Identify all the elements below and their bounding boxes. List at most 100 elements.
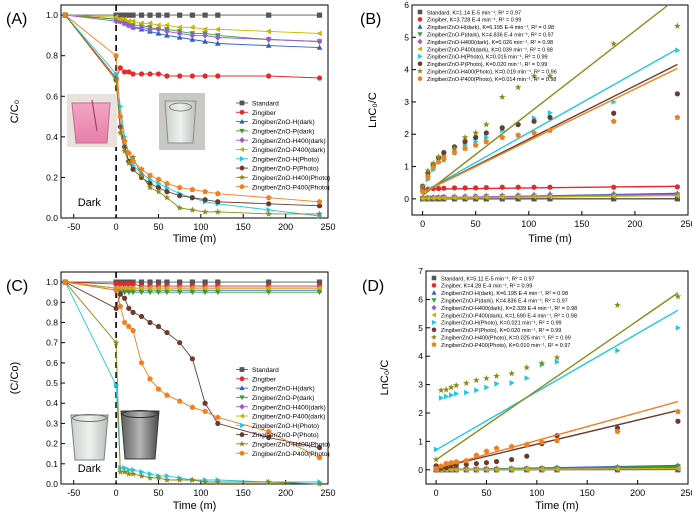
legend-label: Zingiber/ZnO-H400(dark), K=2.339 E-4 min… (441, 306, 577, 312)
data-point (138, 12, 145, 18)
data-point (483, 466, 489, 473)
legend-marker (239, 376, 245, 382)
data-point (139, 469, 145, 475)
data-point (508, 443, 515, 449)
data-point (164, 180, 170, 186)
legend-label: Zingiber/ZnO-P400(dark) (252, 414, 325, 421)
data-point (424, 167, 432, 174)
data-point (316, 38, 323, 45)
pink-beaker (71, 102, 111, 144)
data-point (117, 16, 123, 23)
data-point (483, 448, 490, 454)
data-point (472, 142, 479, 148)
data-point (155, 176, 162, 182)
data-point (177, 279, 183, 285)
data-point (117, 65, 123, 71)
panel-d: 0 50 100 150 200 250 0 1 2 3 4 5 6 7 Time (m) LnC₀/C (D)… (362, 266, 692, 512)
data-point (614, 425, 621, 431)
legend-marker (431, 298, 437, 303)
x-tick-label: 250 (320, 488, 335, 498)
legend-marker (238, 440, 246, 447)
data-point (215, 199, 221, 205)
data-point (499, 134, 506, 140)
data-point (156, 180, 162, 187)
data-point (189, 279, 195, 285)
legend-label: Standard, K=5.11 E-5 min⁻¹, R² = 0.97 (441, 276, 535, 282)
x-tick-label: 200 (278, 488, 293, 498)
data-point (430, 195, 436, 202)
data-point (189, 285, 195, 292)
data-point (155, 474, 162, 481)
data-point (202, 188, 208, 195)
data-point (155, 279, 162, 285)
data-point (215, 420, 221, 427)
data-point (177, 193, 183, 199)
legend-label: Zingiber/ZnO-P400(Photo), K=0.014 min⁻¹,… (427, 77, 556, 83)
data-point (121, 319, 128, 325)
data-point (163, 476, 171, 483)
data-point (117, 113, 124, 119)
legend-label: Zingiber/ZnO-H400(dark) (252, 404, 326, 411)
data-point (483, 194, 489, 201)
legend-label: Zingiber/ZnO-P400(dark), K=0.039 min⁻¹, … (427, 47, 553, 53)
data-point (430, 164, 437, 170)
panel-letter: (C) (6, 278, 28, 295)
data-point (554, 359, 560, 365)
legend-label: Zingiber/ZnO-H400(dark) (252, 138, 326, 145)
data-point (472, 194, 478, 201)
x-tick-label: 0 (114, 222, 119, 232)
clear-beaker (164, 100, 197, 144)
data-point (462, 185, 468, 191)
data-point (189, 73, 195, 79)
data-point (546, 72, 554, 79)
data-point (214, 26, 221, 33)
data-point (146, 474, 154, 481)
x-tick-label: 150 (574, 219, 589, 229)
data-point (117, 303, 124, 309)
data-point (461, 133, 469, 141)
data-point (454, 390, 460, 397)
data-point (474, 387, 480, 394)
data-point (202, 26, 208, 33)
data-point (113, 305, 119, 311)
data-point (531, 129, 537, 136)
fit-line (435, 309, 679, 451)
legend: Standard Zingiber Zingiber/ZnO-H(dark) Zing… (236, 367, 330, 458)
data-point (547, 110, 553, 116)
data-point (435, 159, 442, 165)
legend-marker (431, 304, 437, 311)
panel-b: 0 50 100 150 200 250 0 1 2 3 4 5 6 Time (m) LnC₀/C (B) S… (360, 0, 692, 245)
data-point (202, 197, 208, 203)
data-point (425, 173, 431, 179)
data-point (214, 40, 221, 46)
data-point (316, 210, 323, 217)
y-tick-label: 0.4 (46, 398, 58, 408)
data-point (611, 110, 617, 116)
x-tick-label: -50 (67, 222, 80, 232)
data-point (177, 73, 183, 79)
legend-label: Zingiber (252, 376, 277, 383)
y-tick-label: 0.4 (46, 132, 58, 142)
data-point (125, 470, 133, 477)
data-point (130, 71, 136, 77)
data-point (163, 194, 171, 201)
legend-label: Zingiber/ZnO-P(Photo), K=0.020 min⁻¹, R²… (427, 62, 547, 68)
y-axis-label: LnC₀/C (379, 360, 391, 396)
data-point (202, 38, 208, 44)
plot-frame (60, 4, 329, 219)
data-point (138, 359, 145, 366)
data-point (62, 12, 69, 18)
legend-marker (432, 319, 437, 325)
series-line (64, 14, 320, 79)
legend-marker (239, 137, 245, 144)
series-zingiber-zno-p400-photo- (62, 12, 323, 205)
data-point (147, 12, 153, 18)
x-tick-label: 100 (521, 219, 536, 229)
data-point (117, 281, 123, 287)
data-point (189, 206, 196, 213)
data-point (113, 52, 119, 59)
legend-marker (239, 165, 245, 171)
legend-marker (418, 53, 423, 59)
legend-label: Zingiber/ZnO-H(Photo) (252, 156, 319, 163)
